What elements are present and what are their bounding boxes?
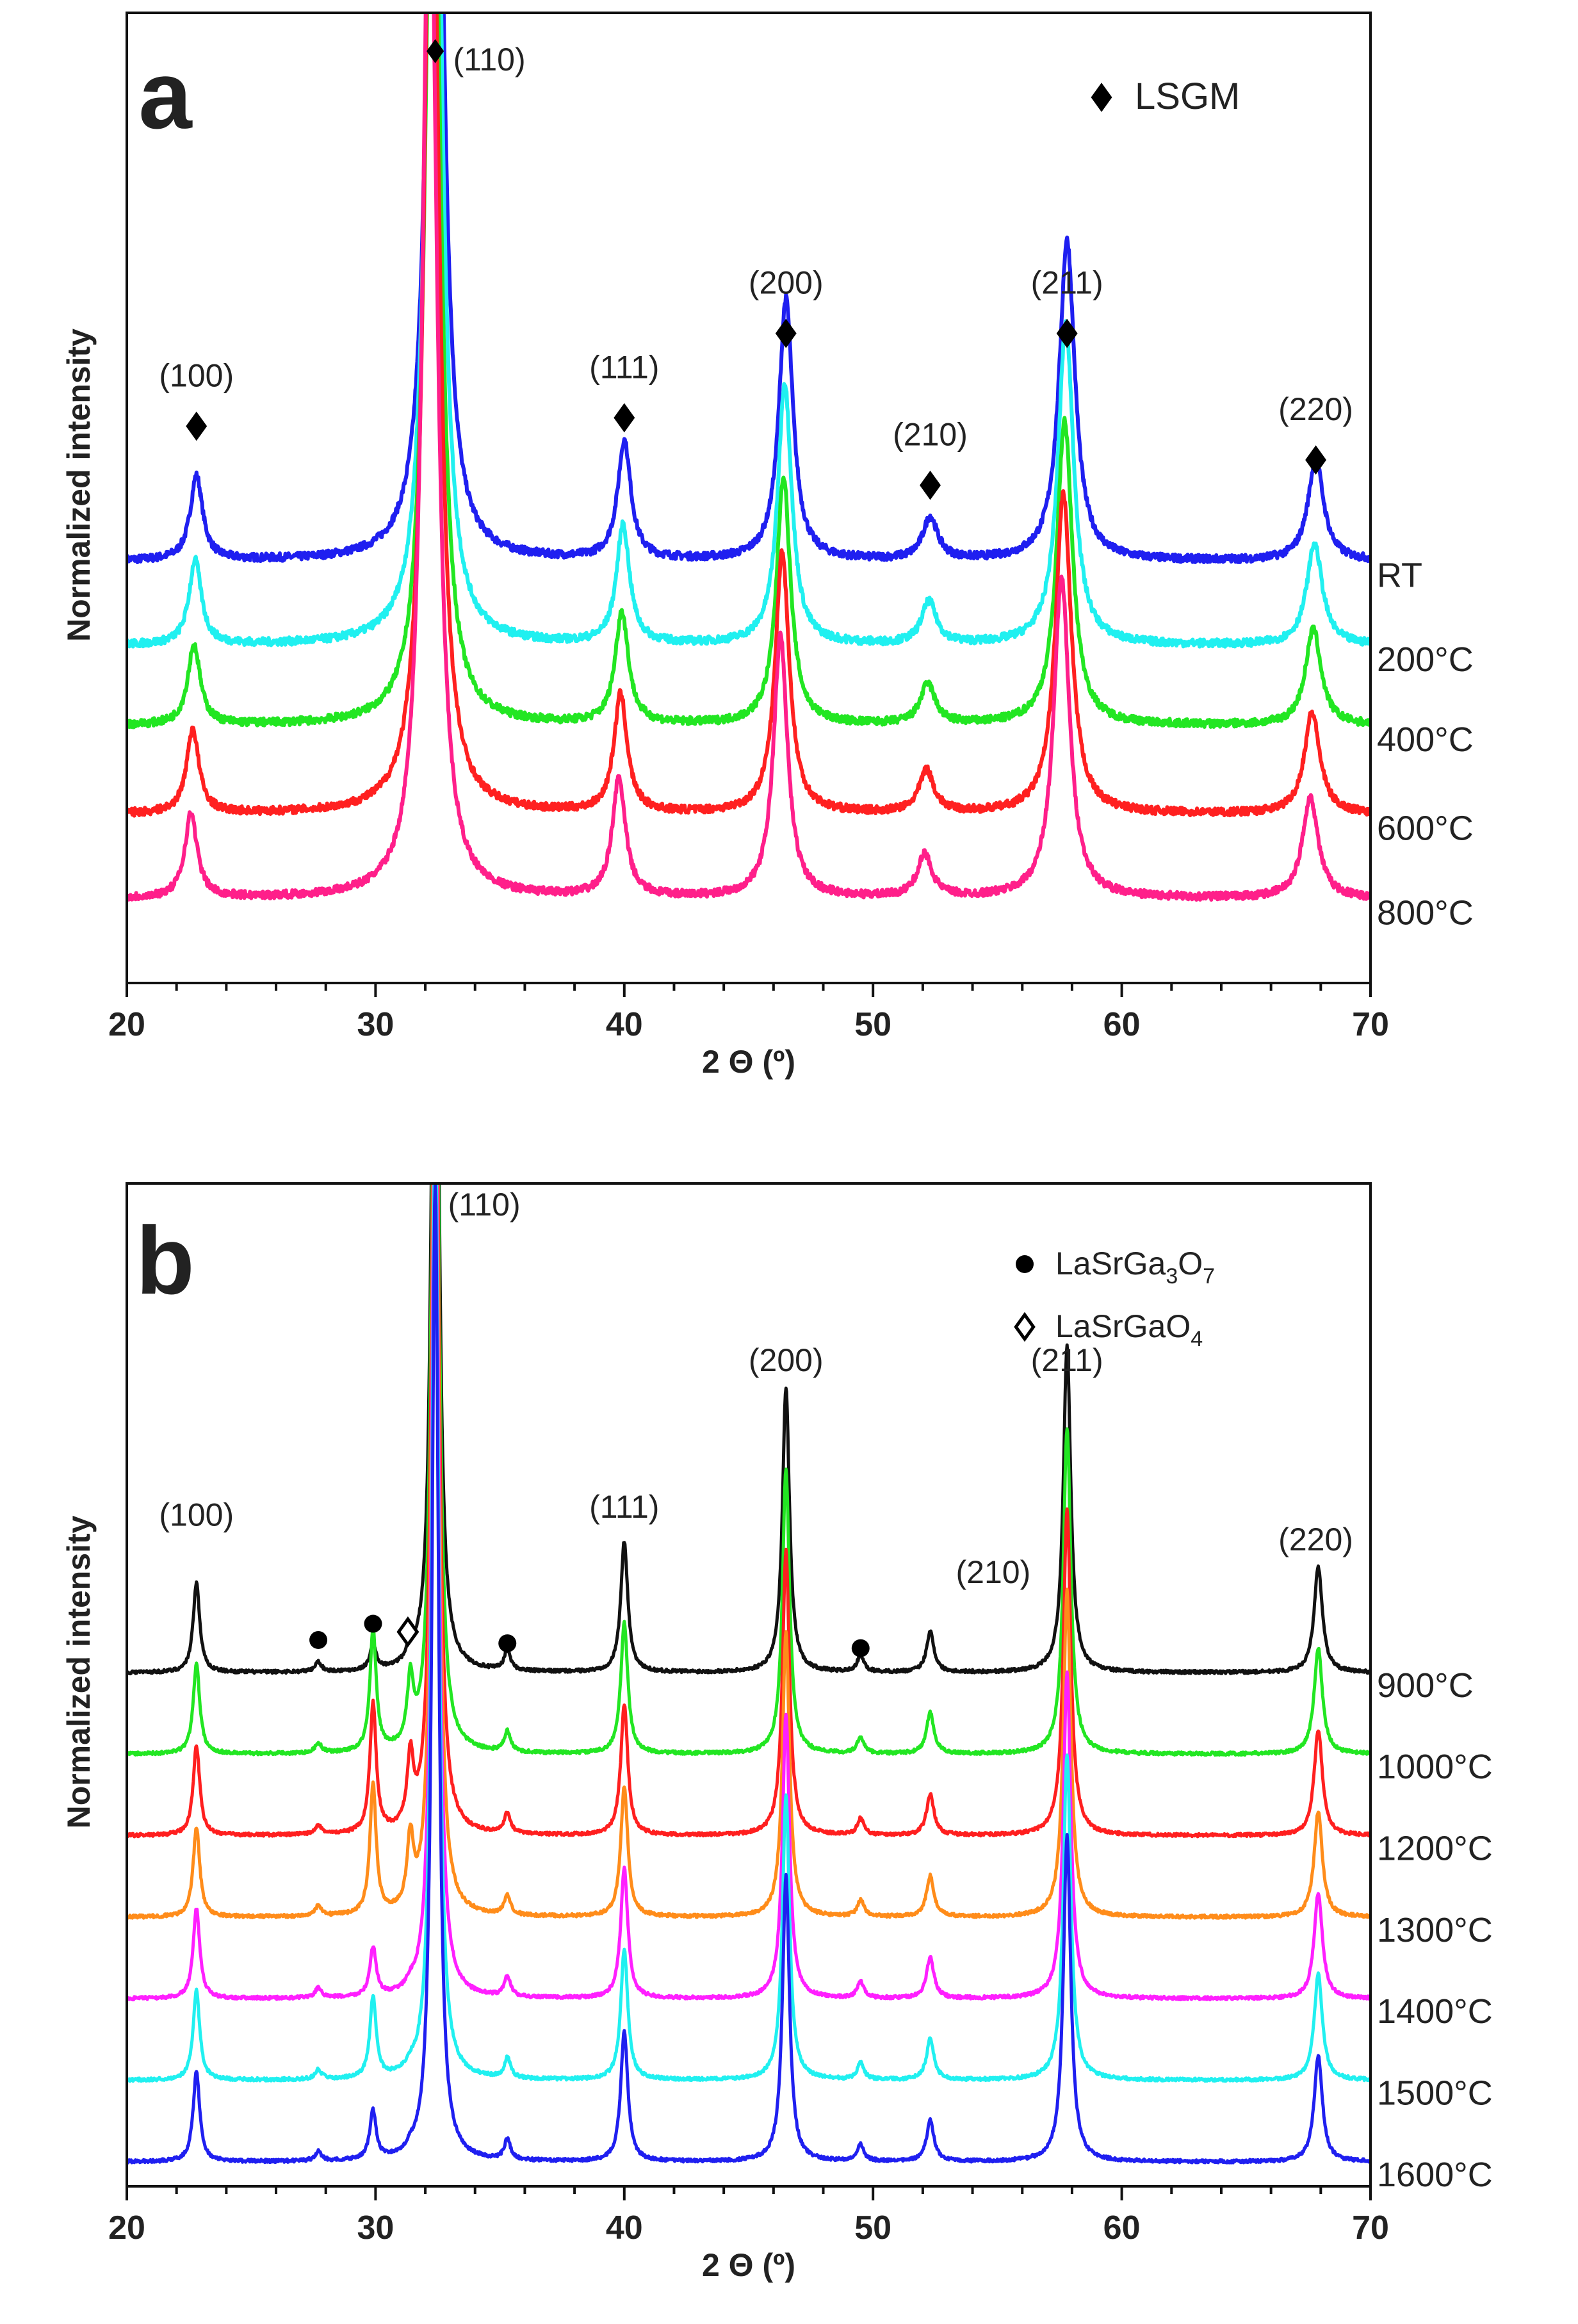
peak-label: (200) — [749, 265, 824, 301]
x-tick-label: 50 — [854, 1006, 891, 1043]
peak-label: (200) — [749, 1342, 824, 1378]
legend-label-part: LaSrGaO — [1055, 1308, 1191, 1344]
peak-label: (100) — [159, 1497, 234, 1533]
series-line-1600c — [127, 1183, 1371, 2165]
lsgm-peak-marker — [614, 403, 635, 433]
panel-b: 900°C 1000°C 1200°C 1300°C 1400°C 1500°C 1600°… — [61, 1182, 1493, 2283]
y-axis-title: Normalized intensity — [61, 329, 97, 642]
x-tick-label: 30 — [357, 1006, 394, 1043]
series-line-1500c — [127, 1183, 1371, 2083]
x-axis-title: 2 Θ (º) — [702, 1044, 795, 1080]
series-label: 400°C — [1377, 720, 1474, 759]
legend-label-lsgm: LSGM — [1135, 76, 1240, 117]
peak-label: (220) — [1278, 1522, 1353, 1557]
series-label: 900°C — [1377, 1666, 1474, 1705]
peak-label: (211) — [1031, 265, 1103, 301]
legend-label-part: 4 — [1191, 1327, 1203, 1351]
lasrga3o7-marker — [498, 1634, 517, 1653]
x-tick-label: 70 — [1352, 2209, 1389, 2247]
legend-label: LaSrGa3O7 — [1055, 1246, 1215, 1288]
lsgm-peak-marker — [186, 411, 207, 441]
y-axis-title: Normalized intensity — [61, 1515, 97, 1828]
lsgm-peak-marker — [920, 470, 941, 500]
legend-label-part: LaSrGa — [1055, 1246, 1166, 1281]
series-label: 600°C — [1377, 809, 1474, 848]
legend-label-part: 7 — [1203, 1264, 1215, 1288]
peak-label-110: (110) — [453, 42, 526, 77]
peak-label: (111) — [589, 349, 659, 385]
peak-label-110: (110) — [448, 1187, 521, 1223]
series-line-1200c — [127, 1183, 1371, 1839]
series-label: 800°C — [1377, 893, 1474, 932]
lsgm-peak-marker — [427, 39, 444, 63]
series-line-1300c — [127, 1183, 1371, 1920]
series-line-400c — [127, 13, 1371, 729]
x-tick-label: 50 — [854, 2209, 891, 2247]
lsgm-peak-marker — [775, 318, 797, 348]
plot-frame — [126, 1182, 1372, 2188]
legend-marker-lasrgao4 — [1014, 1312, 1036, 1342]
series-label: 1400°C — [1377, 1992, 1493, 2031]
panel-a: RT 200°C 400°C 600°C 800°C 20 30 40 50 60 70 2 Θ (º… — [61, 12, 1474, 1080]
x-tick-label: 40 — [606, 1006, 643, 1043]
series-group — [127, 1183, 1371, 2165]
peak-label: (111) — [589, 1489, 659, 1525]
x-axis-title: 2 Θ (º) — [702, 2247, 795, 2283]
series-label: 200°C — [1377, 640, 1474, 679]
x-tick-label: 20 — [108, 1006, 145, 1043]
lasrga3o7-marker — [364, 1614, 382, 1633]
x-tick-label: 30 — [357, 2209, 394, 2247]
peak-label: (220) — [1278, 391, 1353, 427]
peak-label: (211) — [1031, 1342, 1103, 1378]
series-line-1400c — [127, 1183, 1371, 2002]
plot-frame — [126, 12, 1372, 984]
series-line-900c — [127, 1183, 1371, 1675]
legend-label-part: 3 — [1166, 1264, 1178, 1288]
lasrgao4-marker — [396, 1616, 419, 1648]
x-tick-label: 70 — [1352, 1006, 1389, 1043]
series-line-rt — [127, 13, 1371, 564]
series-label: 1600°C — [1377, 2156, 1493, 2194]
lasrga3o7-marker — [851, 1639, 870, 1657]
x-tick-label: 20 — [108, 2209, 145, 2247]
peak-label: (210) — [956, 1554, 1031, 1590]
peak-label: (210) — [893, 417, 968, 453]
legend-label-part: O — [1178, 1246, 1203, 1281]
x-tick-label: 60 — [1103, 2209, 1141, 2247]
legend-marker-lsgm — [1091, 83, 1112, 112]
series-line-1000c — [127, 1183, 1371, 1757]
peak-label: (100) — [159, 358, 234, 394]
panel-letter: a — [138, 41, 193, 149]
lsgm-peak-marker — [1305, 445, 1327, 475]
lsgm-peak-marker — [1056, 318, 1078, 348]
panel-letter: b — [136, 1207, 195, 1314]
series-line-800c — [127, 13, 1371, 902]
series-label: 1200°C — [1377, 1830, 1493, 1868]
series-label: 1500°C — [1377, 2074, 1493, 2112]
legend-marker-lasrga3o7 — [1016, 1255, 1034, 1273]
lasrga3o7-marker — [309, 1630, 328, 1649]
series-line-600c — [127, 13, 1371, 818]
series-label: RT — [1377, 556, 1422, 594]
legend-label: LaSrGaO4 — [1055, 1308, 1203, 1351]
series-label: 1000°C — [1377, 1748, 1493, 1786]
x-tick-label: 60 — [1103, 1006, 1141, 1043]
series-line-200c — [127, 13, 1371, 649]
series-label: 1300°C — [1377, 1911, 1493, 1949]
series-group — [127, 13, 1371, 902]
x-tick-label: 40 — [606, 2209, 643, 2247]
